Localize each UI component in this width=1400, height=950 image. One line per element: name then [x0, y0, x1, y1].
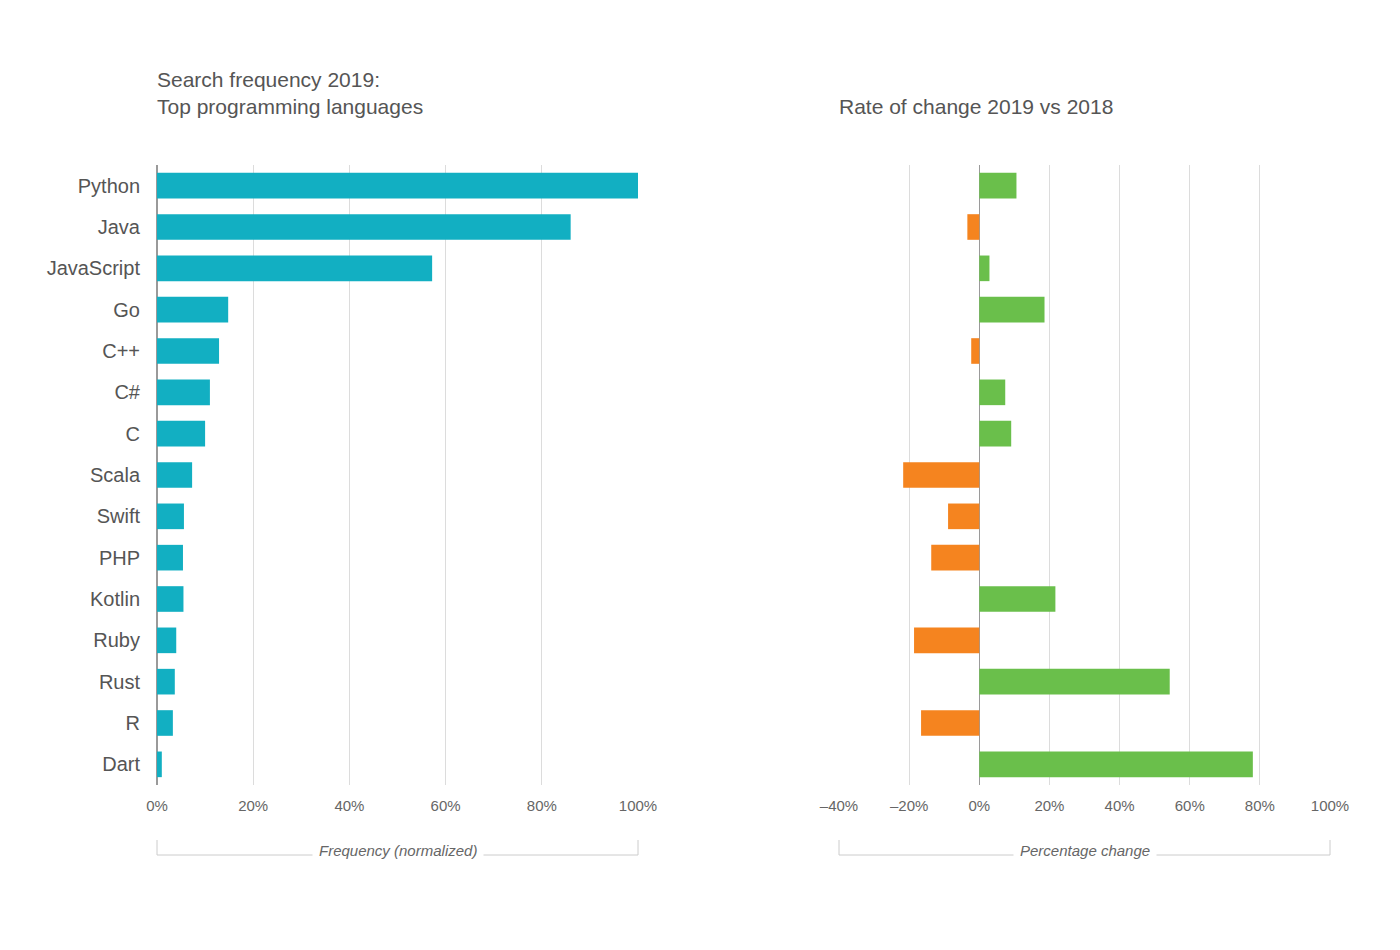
- svg-text:–40%: –40%: [820, 797, 858, 814]
- svg-text:20%: 20%: [1034, 797, 1064, 814]
- svg-text:40%: 40%: [1105, 797, 1135, 814]
- svg-text:Rate of change 2019 vs 2018: Rate of change 2019 vs 2018: [839, 95, 1113, 118]
- svg-text:Percentage change: Percentage change: [1020, 842, 1150, 859]
- svg-text:Search frequency 2019:Top prog: Search frequency 2019:Top programming la…: [157, 68, 423, 118]
- svg-text:Dart: Dart: [102, 753, 140, 775]
- svg-text:Swift: Swift: [97, 505, 141, 527]
- svg-text:20%: 20%: [238, 797, 268, 814]
- svg-text:100%: 100%: [1311, 797, 1349, 814]
- svg-text:JavaScript: JavaScript: [47, 257, 141, 279]
- svg-text:Python: Python: [78, 175, 140, 197]
- svg-text:Go: Go: [113, 299, 140, 321]
- svg-text:60%: 60%: [431, 797, 461, 814]
- svg-text:Scala: Scala: [90, 464, 141, 486]
- svg-text:0%: 0%: [146, 797, 168, 814]
- svg-text:Frequency (normalized): Frequency (normalized): [319, 842, 477, 859]
- svg-text:C++: C++: [102, 340, 140, 362]
- svg-text:80%: 80%: [527, 797, 557, 814]
- svg-text:R: R: [126, 712, 140, 734]
- svg-text:C#: C#: [114, 381, 140, 403]
- svg-text:100%: 100%: [619, 797, 657, 814]
- svg-text:C: C: [126, 423, 140, 445]
- svg-text:Java: Java: [98, 216, 141, 238]
- svg-text:Ruby: Ruby: [93, 629, 140, 651]
- svg-text:Kotlin: Kotlin: [90, 588, 140, 610]
- svg-text:80%: 80%: [1245, 797, 1275, 814]
- svg-text:40%: 40%: [334, 797, 364, 814]
- svg-text:Rust: Rust: [99, 671, 141, 693]
- svg-text:60%: 60%: [1175, 797, 1205, 814]
- svg-text:0%: 0%: [968, 797, 990, 814]
- svg-text:–20%: –20%: [890, 797, 928, 814]
- svg-text:PHP: PHP: [99, 547, 140, 569]
